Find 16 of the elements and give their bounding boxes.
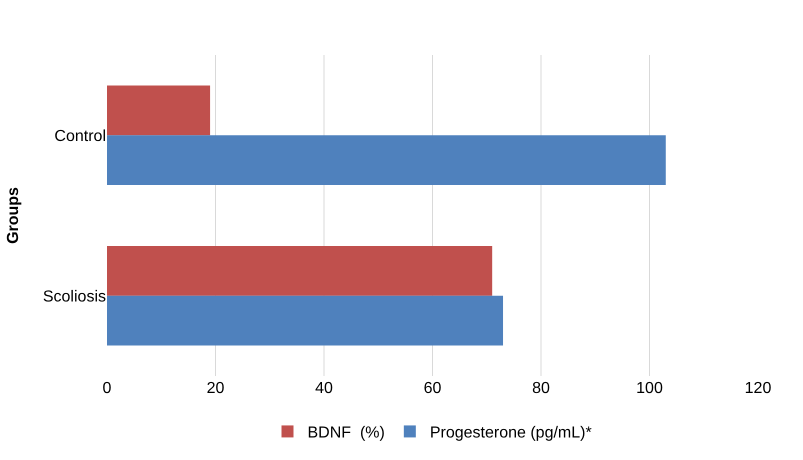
- bar: [107, 246, 492, 296]
- x-tick-label: 0: [102, 380, 112, 397]
- x-tick-label: 100: [636, 380, 663, 397]
- legend-label: Progesterone (pg/mL)*: [430, 424, 592, 442]
- legend-label: BDNF (%): [308, 424, 385, 442]
- y-tick-label: Control: [54, 128, 106, 145]
- y-tick-label: Scoliosis: [42, 288, 106, 306]
- x-tick-label: 120: [744, 380, 772, 397]
- x-tick-label: 40: [315, 380, 333, 397]
- bar: [107, 135, 666, 186]
- x-tick-label: 60: [424, 380, 442, 397]
- x-tick-label: 80: [532, 380, 550, 397]
- bar: [107, 296, 504, 346]
- x-tick-label: 20: [206, 380, 224, 397]
- bar: [107, 85, 210, 136]
- y-axis-title: Groups: [4, 186, 22, 244]
